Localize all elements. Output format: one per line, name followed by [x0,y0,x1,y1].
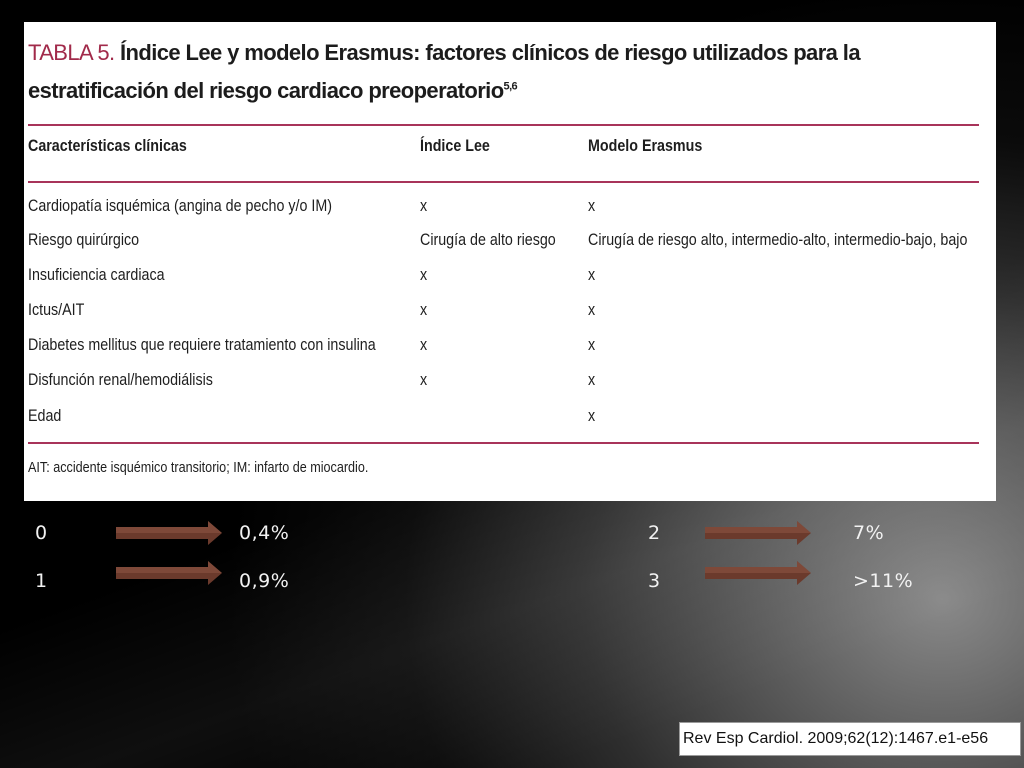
table-top-rule [28,124,979,126]
row-label: Cardiopatía isquémica (angina de pecho y… [28,196,333,215]
header-clinical-characteristics: Características clínicas [28,136,187,155]
table-label: TABLA 5. [28,40,115,65]
erasmus-cell: x [588,406,596,425]
erasmus-cell: x [588,196,596,215]
table-bottom-rule [28,442,979,444]
table-footnote: AIT: accidente isquémico transitorio; IM… [28,459,369,476]
risk-value: 7% [853,522,885,544]
row-label: Insuficiencia cardiaca [28,265,165,284]
lee-cell: x [420,196,428,215]
right-arrow-icon [705,521,811,545]
erasmus-cell: Cirugía de riesgo alto, intermedio-alto,… [588,230,968,249]
risk-value: 0,4% [239,522,290,544]
erasmus-cell: x [588,335,596,354]
lee-cell: x [420,265,428,284]
row-label: Ictus/AIT [28,300,85,319]
risk-value: >11% [853,570,914,592]
score-value: 2 [648,522,661,544]
citation-box: Rev Esp Cardiol. 2009;62(12):1467.e1-e56 [679,722,1021,756]
score-value: 1 [35,570,48,592]
header-lee-index: Índice Lee [420,136,490,155]
erasmus-cell: x [588,300,596,319]
erasmus-cell: x [588,370,596,389]
lee-cell: Cirugía de alto riesgo [420,230,556,249]
erasmus-cell: x [588,265,596,284]
row-label: Disfunción renal/hemodiálisis [28,370,213,389]
lee-cell: x [420,300,428,319]
row-label: Edad [28,406,62,425]
right-arrow-icon [116,521,222,545]
score-value: 0 [35,522,48,544]
score-value: 3 [648,570,661,592]
table-title-refs: 5,6 [503,80,518,93]
row-label: Riesgo quirúrgico [28,230,140,249]
lee-cell: x [420,335,428,354]
right-arrow-icon [705,561,811,585]
table-title: TABLA 5. Índice Lee y modelo Erasmus: fa… [28,34,978,110]
row-label: Diabetes mellitus que requiere tratamien… [28,335,376,354]
header-erasmus-model: Modelo Erasmus [588,136,703,155]
right-arrow-icon [116,561,222,585]
risk-value: 0,9% [239,570,290,592]
table-image-panel: TABLA 5. Índice Lee y modelo Erasmus: fa… [24,22,996,501]
lee-cell: x [420,370,428,389]
table-header-rule [28,181,979,183]
table-title-text: Índice Lee y modelo Erasmus: factores cl… [28,40,861,103]
